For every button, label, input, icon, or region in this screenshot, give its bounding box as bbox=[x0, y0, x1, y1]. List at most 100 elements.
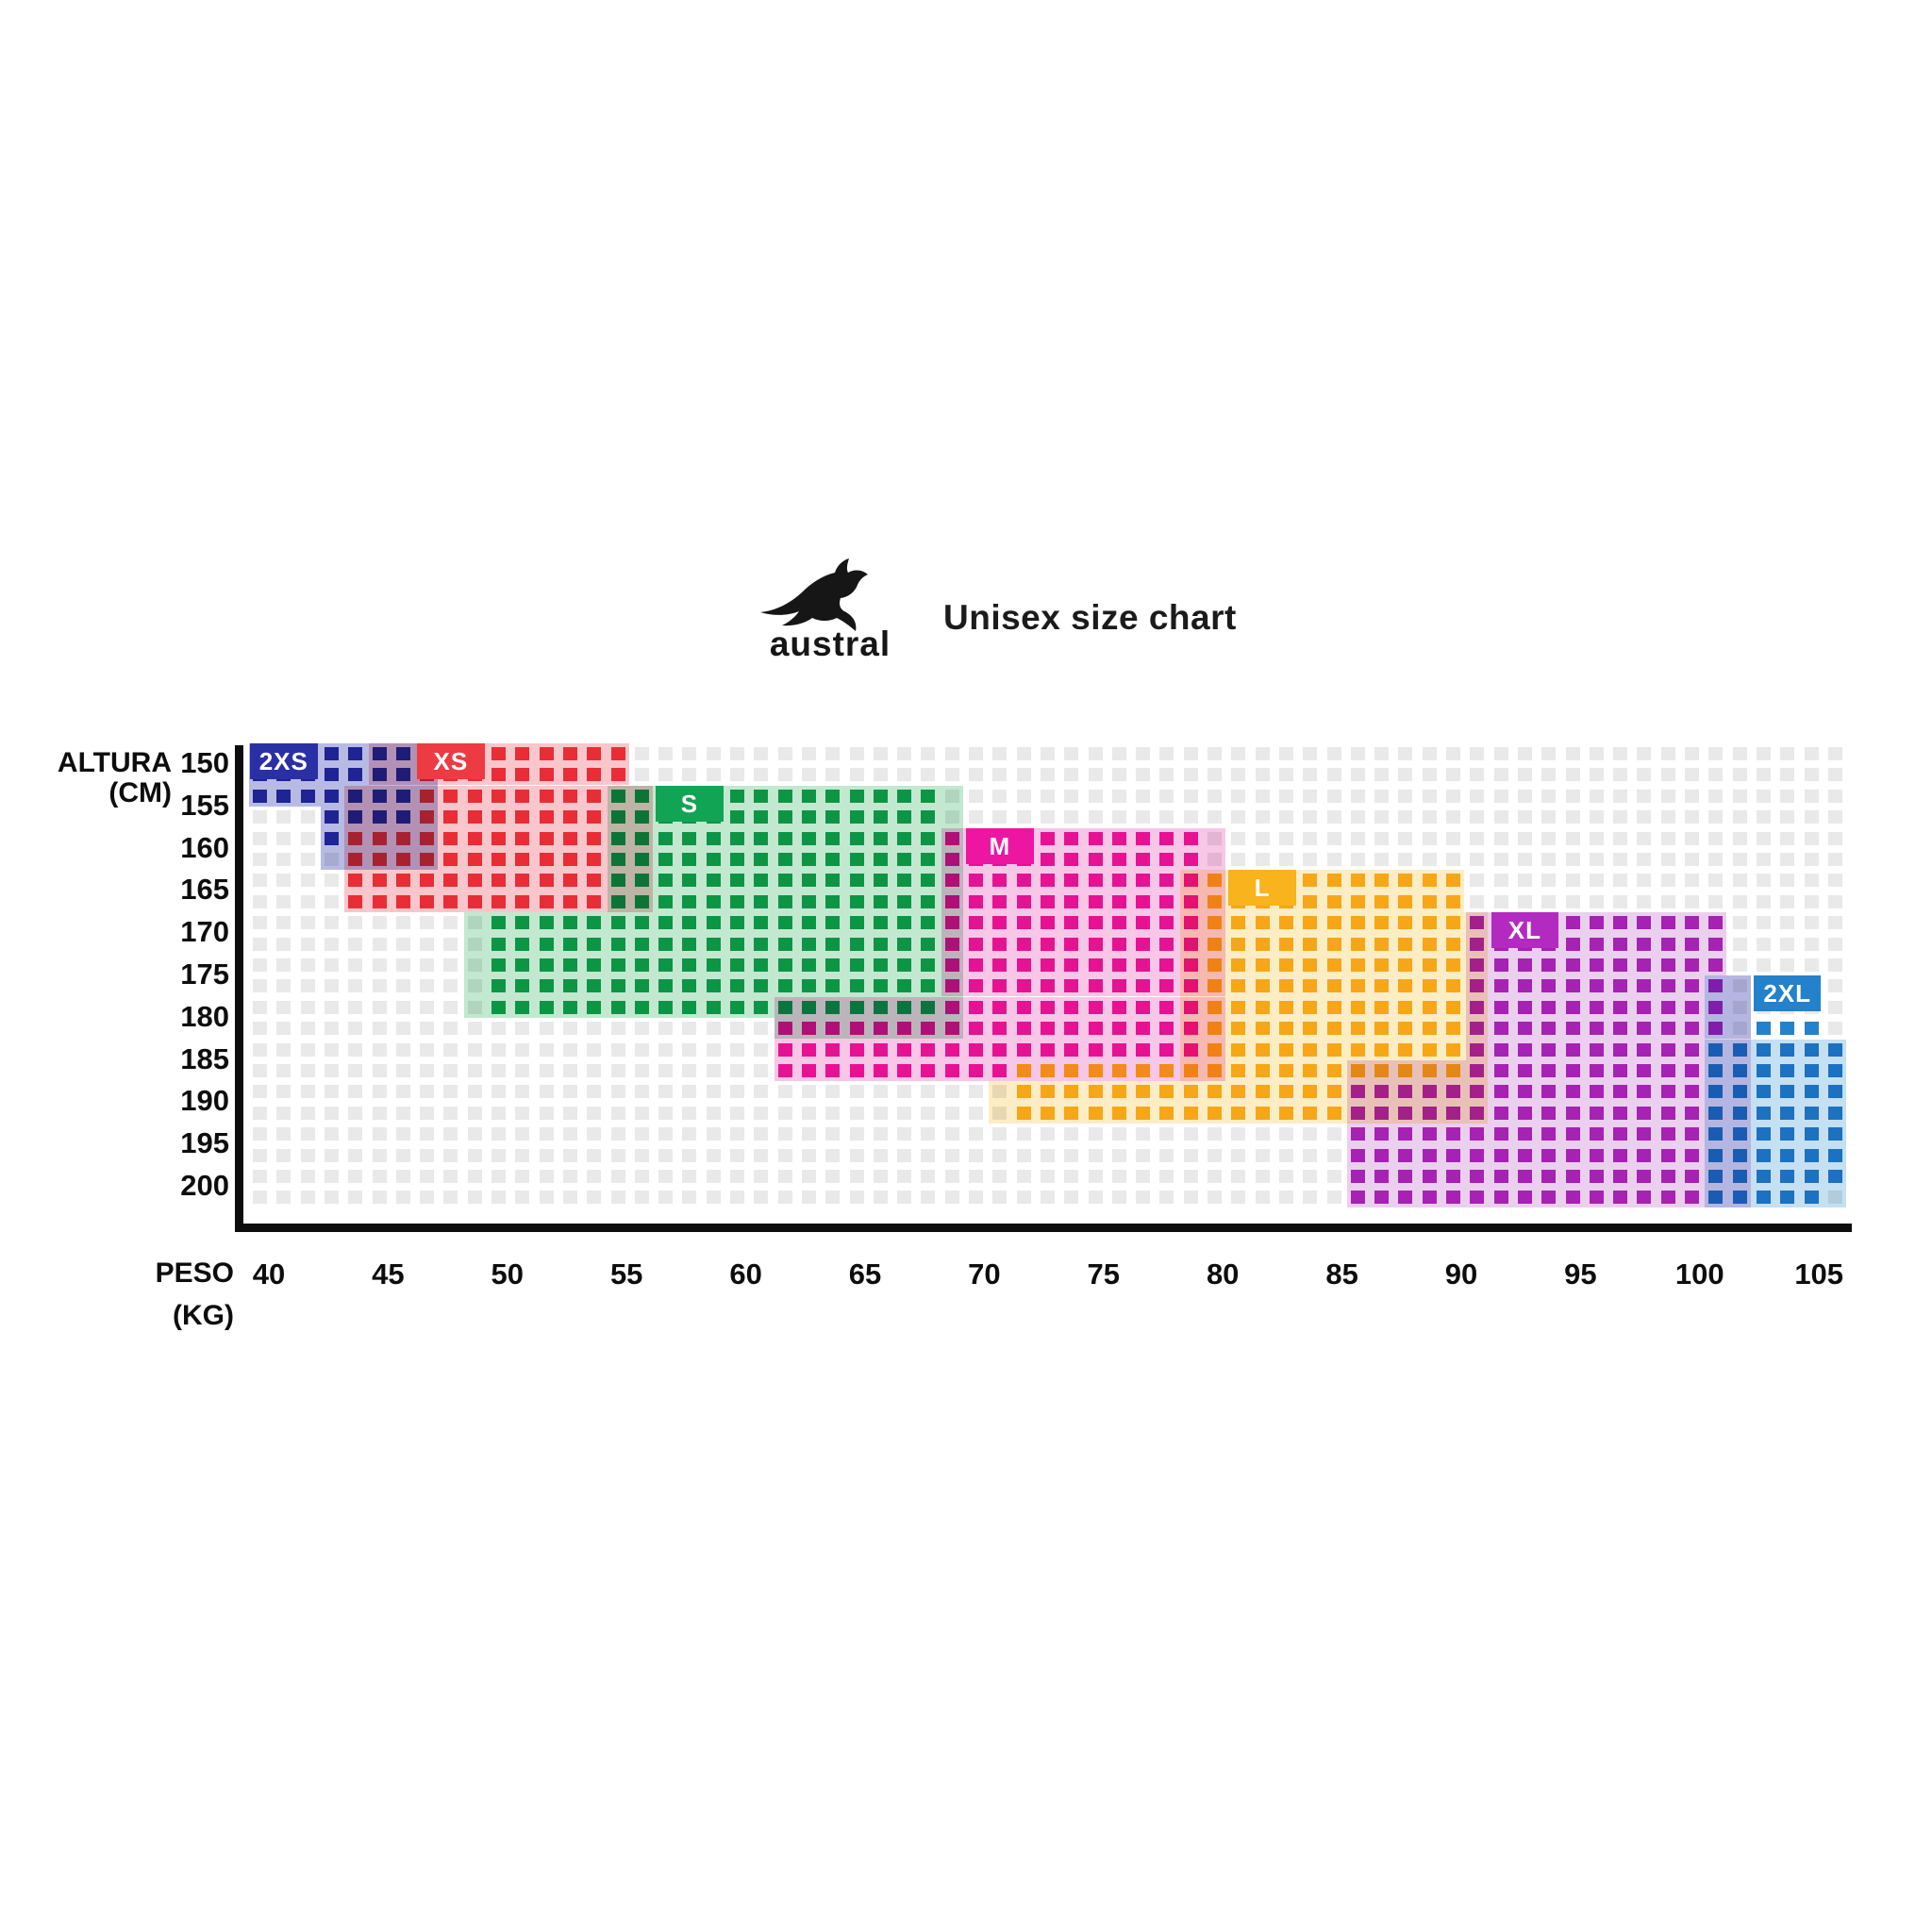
grid-cell bbox=[1183, 810, 1198, 824]
grid-cell bbox=[324, 894, 339, 908]
grid-cell bbox=[1303, 1148, 1318, 1162]
grid-cell bbox=[1064, 1127, 1079, 1141]
grid-cell bbox=[777, 1191, 792, 1205]
y-tick-label: 185 bbox=[180, 1041, 229, 1075]
grid-cell bbox=[944, 747, 959, 760]
grid-cell bbox=[395, 937, 410, 951]
grid-cell bbox=[539, 1085, 554, 1099]
grid-cell bbox=[1660, 768, 1675, 782]
grid-cell bbox=[348, 1022, 363, 1036]
grid-cell bbox=[372, 979, 387, 993]
grid-cell bbox=[873, 1170, 888, 1183]
grid-cell bbox=[682, 747, 697, 760]
grid-cell bbox=[1660, 894, 1675, 908]
grid-cell bbox=[467, 1127, 482, 1141]
grid-cell bbox=[754, 1170, 769, 1183]
grid-cell bbox=[1470, 747, 1485, 760]
grid-cell bbox=[276, 853, 291, 866]
grid-cell bbox=[324, 1106, 339, 1120]
grid-cell bbox=[921, 768, 936, 782]
grid-cell bbox=[754, 1042, 769, 1057]
grid-cell bbox=[944, 1127, 959, 1141]
grid-cell bbox=[730, 1106, 744, 1120]
grid-cell bbox=[634, 747, 649, 760]
grid-cell bbox=[1804, 937, 1819, 951]
size-region-tint-l bbox=[1179, 870, 1464, 912]
grid-cell bbox=[1541, 810, 1557, 824]
grid-cell bbox=[300, 1022, 315, 1036]
grid-cell bbox=[253, 894, 267, 908]
grid-cell bbox=[1303, 768, 1318, 782]
grid-cell bbox=[348, 1064, 363, 1077]
grid-cell bbox=[1278, 831, 1293, 845]
grid-cell bbox=[348, 1127, 363, 1141]
grid-cell bbox=[873, 1085, 888, 1099]
grid-cell bbox=[706, 1148, 721, 1162]
grid-cell bbox=[348, 1000, 363, 1014]
grid-cell bbox=[1326, 853, 1341, 866]
grid-cell bbox=[944, 1191, 959, 1205]
y-tick-label: 170 bbox=[180, 915, 229, 949]
grid-cell bbox=[1589, 874, 1604, 888]
grid-cell bbox=[1708, 853, 1724, 866]
grid-cell bbox=[276, 1042, 291, 1057]
grid-cell bbox=[253, 810, 267, 824]
grid-cell bbox=[443, 1106, 458, 1120]
grid-cell bbox=[1756, 894, 1771, 908]
grid-cell bbox=[443, 1148, 458, 1162]
grid-cell bbox=[730, 1042, 744, 1057]
grid-cell bbox=[253, 1127, 267, 1141]
grid-cell bbox=[1493, 853, 1508, 866]
y-tick-label: 165 bbox=[180, 873, 229, 907]
grid-cell bbox=[491, 1106, 506, 1120]
grid-cell bbox=[1183, 1191, 1198, 1205]
grid-cell bbox=[610, 1148, 625, 1162]
grid-cell bbox=[1040, 1148, 1055, 1162]
grid-cell bbox=[1756, 810, 1771, 824]
grid-cell bbox=[1613, 768, 1628, 782]
grid-cell bbox=[944, 1106, 959, 1120]
grid-cell bbox=[467, 1042, 482, 1057]
grid-cell bbox=[1637, 853, 1652, 866]
grid-cell bbox=[253, 831, 267, 845]
grid-cell bbox=[1660, 789, 1675, 803]
grid-cell bbox=[372, 1042, 387, 1057]
grid-cell bbox=[634, 1106, 649, 1120]
grid-cell bbox=[1613, 831, 1628, 845]
grid-cell bbox=[1208, 768, 1222, 782]
grid-cell bbox=[420, 1042, 435, 1057]
grid-cell bbox=[1398, 747, 1413, 760]
x-tick-label: 70 bbox=[968, 1257, 1001, 1291]
grid-cell bbox=[1660, 810, 1675, 824]
grid-cell bbox=[610, 1106, 625, 1120]
y-axis-line bbox=[235, 745, 243, 1232]
grid-cell bbox=[1422, 831, 1437, 845]
grid-cell bbox=[253, 979, 267, 993]
grid-cell bbox=[276, 810, 291, 824]
grid-cell bbox=[1183, 1148, 1198, 1162]
grid-cell bbox=[658, 1191, 674, 1205]
grid-cell bbox=[1231, 768, 1246, 782]
grid-cell bbox=[1541, 831, 1557, 845]
grid-cell bbox=[1064, 1148, 1079, 1162]
grid-cell bbox=[324, 1170, 339, 1183]
grid-cell bbox=[658, 1106, 674, 1120]
grid-cell bbox=[1565, 874, 1580, 888]
grid-cell bbox=[324, 1042, 339, 1057]
grid-cell bbox=[1685, 853, 1699, 866]
grid-cell bbox=[1804, 916, 1819, 930]
grid-cell bbox=[348, 1170, 363, 1183]
grid-cell bbox=[992, 789, 1008, 803]
grid-cell bbox=[1326, 831, 1341, 845]
grid-cell bbox=[610, 1127, 625, 1141]
grid-cell bbox=[1660, 853, 1675, 866]
grid-cell bbox=[1231, 1127, 1246, 1141]
grid-cell bbox=[873, 1127, 888, 1141]
grid-cell bbox=[1446, 853, 1460, 866]
grid-cell bbox=[1422, 853, 1437, 866]
grid-cell bbox=[634, 1064, 649, 1077]
grid-cell bbox=[1231, 853, 1246, 866]
grid-cell bbox=[1685, 747, 1699, 760]
grid-cell bbox=[395, 916, 410, 930]
grid-cell bbox=[420, 1064, 435, 1077]
